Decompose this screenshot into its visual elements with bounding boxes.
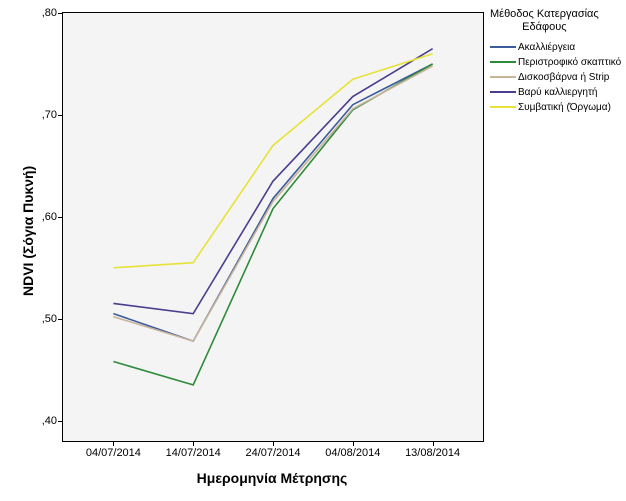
legend-item: Βαρύ καλλιεργητή bbox=[490, 85, 621, 99]
series-lines bbox=[63, 13, 483, 441]
legend-label: Βαρύ καλλιεργητή bbox=[518, 87, 598, 98]
y-tick-label: ,50 bbox=[42, 313, 63, 325]
x-tick-label: 24/07/2014 bbox=[245, 441, 300, 459]
series-line bbox=[113, 54, 432, 268]
legend-swatch bbox=[490, 106, 516, 108]
series-line bbox=[113, 66, 432, 341]
legend-swatch bbox=[490, 61, 516, 63]
y-tick-label: ,80 bbox=[42, 7, 63, 19]
legend-label: Περιστροφικό σκαπτικό bbox=[518, 57, 621, 68]
legend-swatch bbox=[490, 76, 516, 78]
legend-item: Συμβατική (Όργωμα) bbox=[490, 100, 621, 114]
y-tick-label: ,70 bbox=[42, 109, 63, 121]
legend-label: Ακαλλιέργεια bbox=[518, 42, 575, 53]
legend-swatch bbox=[490, 91, 516, 93]
legend: Ακαλλιέργεια Περιστροφικό σκαπτικό Δισκοσβ… bbox=[490, 40, 621, 115]
y-tick-label: ,60 bbox=[42, 211, 63, 223]
legend-item: Ακαλλιέργεια bbox=[490, 40, 621, 54]
legend-title: Μέθοδος ΚατεργασίαςΕδάφους bbox=[490, 8, 599, 33]
x-tick-label: 04/08/2014 bbox=[325, 441, 380, 459]
x-axis-label: Ημερομηνία Μέτρησης bbox=[62, 470, 482, 486]
x-tick-label: 04/07/2014 bbox=[86, 441, 141, 459]
x-tick-label: 14/07/2014 bbox=[166, 441, 221, 459]
chart-figure: ,40 ,50 ,60 ,70 ,80 04/07/2014 14/07/2014 24/07… bbox=[0, 0, 626, 501]
plot-area: ,40,50,60,70,8004/07/201414/07/201424/07… bbox=[62, 12, 484, 442]
y-tick-label: ,40 bbox=[42, 415, 63, 427]
legend-item: Περιστροφικό σκαπτικό bbox=[490, 55, 621, 69]
legend-swatch bbox=[490, 46, 516, 48]
y-axis-label: NDVI (Σόγια Πυκνή) bbox=[20, 166, 36, 296]
series-line bbox=[113, 64, 432, 385]
legend-label: Συμβατική (Όργωμα) bbox=[518, 102, 611, 113]
legend-item: Δισκοσβάρνα ή Strip bbox=[490, 70, 621, 84]
legend-label: Δισκοσβάρνα ή Strip bbox=[518, 72, 609, 83]
x-tick-label: 13/08/2014 bbox=[405, 441, 460, 459]
